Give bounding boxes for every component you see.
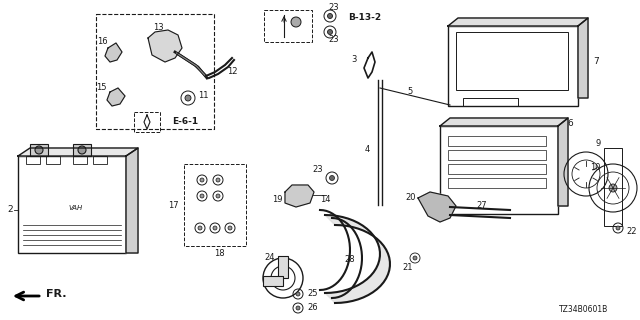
- Circle shape: [155, 39, 169, 53]
- Circle shape: [609, 184, 617, 192]
- Text: 15: 15: [96, 84, 106, 92]
- Text: 27: 27: [476, 202, 486, 211]
- Text: 16: 16: [97, 37, 108, 46]
- Text: 9: 9: [596, 140, 601, 148]
- Circle shape: [200, 178, 204, 182]
- Circle shape: [296, 292, 300, 296]
- Bar: [18, 156, 126, 253]
- Bar: [26, 156, 40, 164]
- Text: 19: 19: [273, 196, 283, 204]
- Text: 10: 10: [591, 164, 601, 172]
- Text: 4: 4: [365, 146, 370, 155]
- Text: 18: 18: [214, 250, 224, 259]
- Bar: [448, 26, 578, 106]
- Polygon shape: [325, 215, 390, 303]
- Circle shape: [198, 226, 202, 230]
- Bar: [134, 112, 160, 132]
- Text: B-13-2: B-13-2: [348, 13, 381, 22]
- Circle shape: [413, 256, 417, 260]
- Text: 12: 12: [227, 68, 237, 76]
- Polygon shape: [440, 118, 568, 126]
- Text: 22: 22: [626, 228, 637, 236]
- Circle shape: [78, 146, 86, 154]
- Polygon shape: [126, 148, 138, 253]
- Text: 26: 26: [307, 303, 317, 313]
- Circle shape: [185, 95, 191, 101]
- Bar: [73, 156, 87, 164]
- Text: E-6-1: E-6-1: [172, 117, 198, 126]
- Polygon shape: [148, 30, 182, 62]
- Bar: [448, 178, 546, 188]
- Circle shape: [228, 226, 232, 230]
- Circle shape: [216, 178, 220, 182]
- Text: 11: 11: [198, 92, 209, 100]
- Bar: [96, 14, 214, 129]
- Text: TZ34B0601B: TZ34B0601B: [559, 305, 608, 314]
- Text: 23: 23: [313, 165, 323, 174]
- Circle shape: [291, 17, 301, 27]
- Circle shape: [213, 226, 217, 230]
- Bar: [440, 126, 558, 214]
- Text: 20: 20: [406, 194, 416, 203]
- Text: 28: 28: [345, 255, 355, 265]
- Text: 17: 17: [168, 202, 179, 211]
- Polygon shape: [105, 43, 122, 62]
- Text: 3: 3: [351, 55, 357, 65]
- Text: FR.: FR.: [46, 289, 67, 299]
- Text: 24: 24: [264, 252, 275, 261]
- Text: 13: 13: [153, 23, 163, 33]
- Text: 21: 21: [403, 263, 413, 273]
- Polygon shape: [418, 192, 456, 222]
- Polygon shape: [578, 18, 588, 98]
- Circle shape: [159, 43, 165, 49]
- Bar: [448, 150, 546, 160]
- Circle shape: [35, 146, 43, 154]
- Bar: [278, 256, 288, 278]
- Bar: [264, 10, 312, 42]
- Bar: [263, 276, 283, 286]
- Circle shape: [200, 194, 204, 198]
- Circle shape: [296, 306, 300, 310]
- Text: VAH: VAH: [69, 205, 83, 211]
- Bar: [46, 156, 60, 164]
- Polygon shape: [558, 118, 568, 206]
- Bar: [448, 164, 546, 174]
- Bar: [184, 164, 246, 246]
- Polygon shape: [107, 88, 125, 106]
- Polygon shape: [285, 185, 314, 207]
- Bar: [73, 144, 91, 156]
- Bar: [456, 32, 568, 90]
- Bar: [463, 98, 518, 106]
- Text: 23: 23: [328, 3, 339, 12]
- Circle shape: [616, 226, 620, 230]
- Text: 6: 6: [567, 118, 573, 127]
- Circle shape: [328, 29, 333, 35]
- Circle shape: [216, 194, 220, 198]
- Bar: [604, 148, 622, 226]
- Bar: [30, 144, 48, 156]
- Bar: [93, 156, 107, 164]
- Circle shape: [328, 13, 333, 19]
- Polygon shape: [18, 148, 138, 156]
- Text: 23: 23: [328, 36, 339, 44]
- Text: 2: 2: [7, 205, 13, 214]
- Text: 7: 7: [593, 58, 599, 67]
- Circle shape: [330, 175, 335, 180]
- Text: 14: 14: [320, 196, 330, 204]
- Text: 25: 25: [307, 290, 317, 299]
- Text: 5: 5: [408, 87, 413, 97]
- Bar: [448, 136, 546, 146]
- Polygon shape: [448, 18, 588, 26]
